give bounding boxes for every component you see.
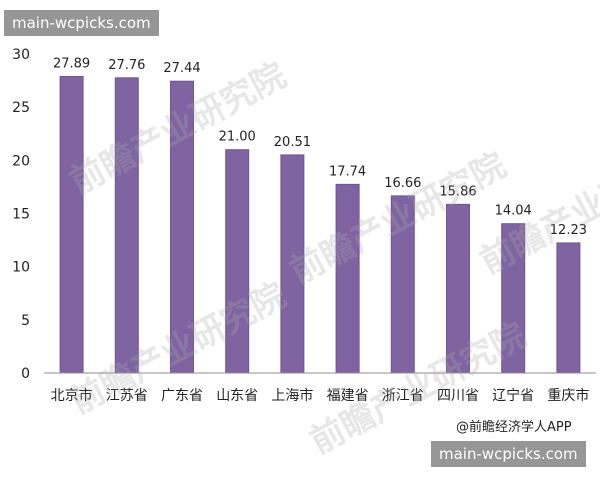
data-label: 17.74 <box>329 164 366 179</box>
site-watermark-badge-bottom: main-wcpicks.com <box>431 441 586 467</box>
data-label: 12.23 <box>550 223 587 238</box>
data-label: 27.44 <box>163 61 200 76</box>
y-tick-label: 0 <box>21 366 30 382</box>
y-tick-label: 20 <box>12 153 30 169</box>
x-tick-label: 江苏省 <box>106 388 148 404</box>
bar <box>114 77 139 374</box>
x-tick-label: 重庆市 <box>547 387 589 404</box>
y-tick-label: 15 <box>12 207 30 223</box>
source-credit: @前瞻经济学人APP <box>456 420 572 435</box>
data-label: 27.76 <box>108 58 145 73</box>
bar <box>556 242 581 374</box>
data-label: 27.89 <box>53 56 90 71</box>
y-tick-label: 30 <box>12 47 30 63</box>
bar <box>280 154 305 374</box>
bar <box>501 223 526 374</box>
x-tick-label: 辽宁省 <box>492 387 534 404</box>
bar <box>446 203 470 374</box>
bar <box>59 75 84 374</box>
x-tick-label: 福建省 <box>327 388 369 404</box>
site-watermark-badge-top: main-wcpicks.com <box>4 10 159 36</box>
bar <box>225 149 250 374</box>
x-tick-label: 上海市 <box>271 387 313 404</box>
y-tick-label: 5 <box>21 313 30 329</box>
data-label: 15.86 <box>439 184 476 199</box>
data-label: 16.66 <box>384 176 421 191</box>
x-tick-label: 浙江省 <box>382 388 424 404</box>
y-tick-label: 10 <box>12 260 30 276</box>
bar <box>335 183 360 374</box>
x-tick-label: 北京市 <box>51 387 93 404</box>
x-tick-label: 广东省 <box>161 388 203 404</box>
y-tick-label: 25 <box>12 100 30 116</box>
data-label: 21.00 <box>219 130 256 145</box>
bar <box>170 80 194 374</box>
data-label: 14.04 <box>495 204 532 219</box>
x-tick-label: 四川省 <box>437 388 479 404</box>
x-tick-label: 山东省 <box>216 388 258 404</box>
bar <box>390 195 415 374</box>
data-label: 20.51 <box>274 135 311 150</box>
